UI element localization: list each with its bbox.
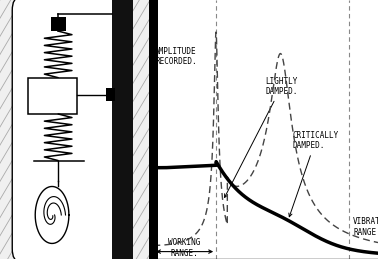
Text: AMPLITUDE
RECORDED.: AMPLITUDE RECORDED. [155, 47, 197, 66]
Text: VIBRATION
RANGE.: VIBRATION RANGE. [353, 217, 378, 237]
Bar [28, 78, 76, 114]
FancyBboxPatch shape [12, 0, 119, 259]
Bar [112, 0, 133, 259]
Bar [51, 17, 66, 31]
Bar [105, 88, 115, 101]
Text: CRITICALLY
DAMPED.: CRITICALLY DAMPED. [289, 131, 339, 217]
Bar [149, 0, 158, 259]
Text: WORKING
RANGE.: WORKING RANGE. [168, 238, 201, 258]
Text: LIGHTLY
DAMPED.: LIGHTLY DAMPED. [225, 77, 298, 197]
